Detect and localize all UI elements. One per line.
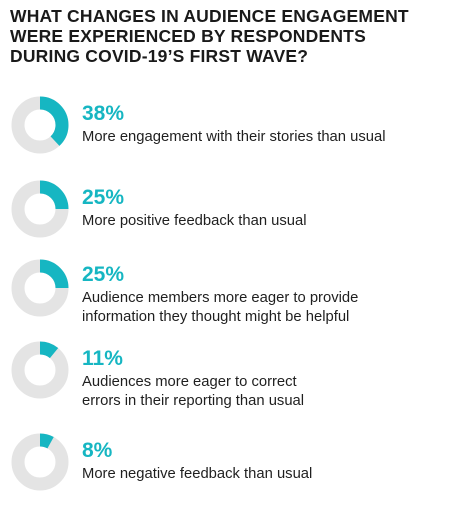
description-label: Audience members more eager to provide in…: [82, 289, 358, 327]
donut-chart: [11, 180, 69, 238]
description-line: More negative feedback than usual: [82, 466, 313, 482]
donut-chart: [11, 259, 69, 317]
description-label: More engagement with their stories than …: [82, 128, 386, 147]
description-line: More positive feedback than usual: [82, 213, 307, 229]
description-line: Audience members more eager to provide: [82, 290, 359, 306]
donut-segment: [11, 96, 69, 154]
donut-track: [11, 433, 69, 491]
title-line: WHAT CHANGES IN AUDIENCE ENGAGEMENT: [10, 6, 409, 26]
percentage-label: 38%: [82, 102, 125, 125]
description-line: More engagement with their stories than …: [82, 129, 386, 145]
description-label: More positive feedback than usual: [82, 212, 307, 231]
title-line: WERE EXPERIENCED BY RESPONDENTS: [10, 26, 366, 46]
title-line: DURING COVID-19’S FIRST WAVE?: [10, 46, 309, 66]
donut-chart: [11, 96, 69, 154]
percentage-label: 25%: [82, 186, 125, 209]
description-line: information they thought might be helpfu…: [82, 309, 350, 325]
donut-segment: [11, 180, 69, 238]
donut-chart: [11, 341, 69, 399]
description-label: Audiences more eager to correct errors in…: [82, 373, 304, 411]
donut-chart: [11, 433, 69, 491]
description-label: More negative feedback than usual: [82, 465, 312, 484]
percentage-label: 11%: [82, 347, 123, 370]
donut-segment: [11, 259, 69, 317]
description-line: errors in their reporting than usual: [82, 393, 305, 409]
donut-track: [11, 341, 69, 399]
chart-title: WHAT CHANGES IN AUDIENCE ENGAGEMENT WERE…: [10, 6, 460, 66]
percentage-label: 25%: [82, 263, 125, 286]
donut-segment: [11, 341, 69, 399]
description-line: Audiences more eager to correct: [82, 374, 297, 390]
donut-segment: [11, 433, 69, 491]
percentage-label: 8%: [82, 439, 113, 462]
